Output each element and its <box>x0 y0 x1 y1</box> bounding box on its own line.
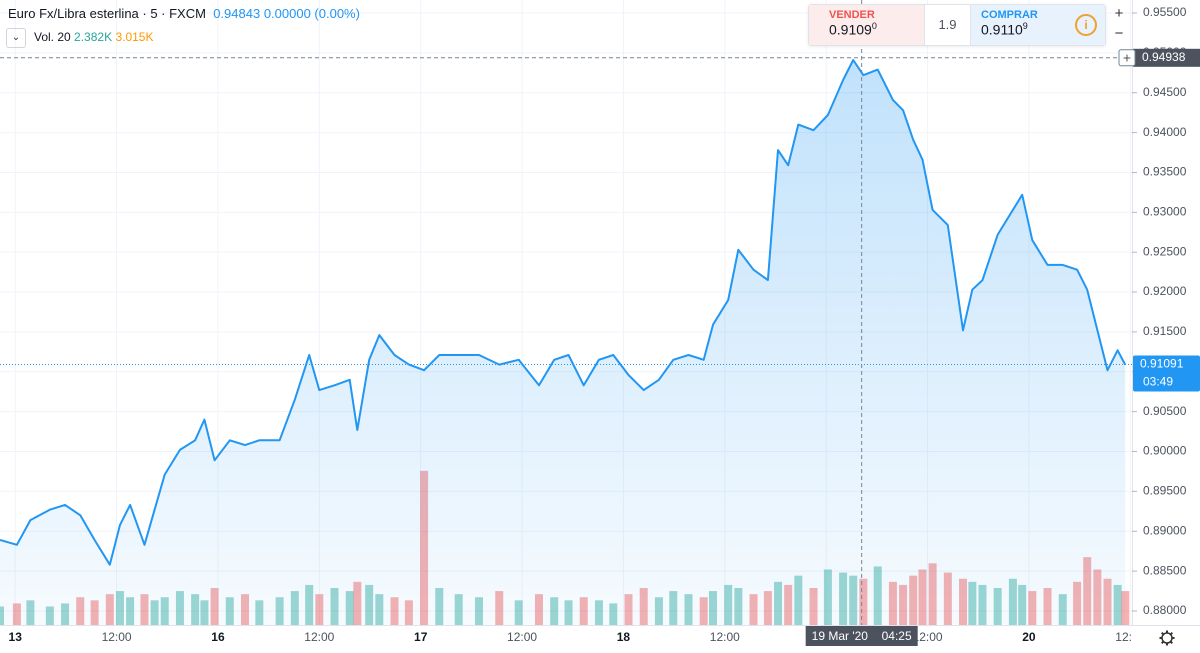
y-tick-label: 0.89500 <box>1143 484 1187 498</box>
y-tick-label: 0.91500 <box>1143 324 1187 338</box>
x-tick-label: 18 <box>617 630 631 644</box>
y-tick-label: 0.94500 <box>1143 85 1187 99</box>
crosshair-plus <box>1118 49 1136 67</box>
y-tick-label: 0.90500 <box>1143 404 1187 418</box>
last-price-badge <box>1133 355 1200 392</box>
gear-tooth <box>1160 631 1165 636</box>
last-price-label: 0.91091 <box>1140 357 1184 371</box>
spread: 1.9 <box>924 5 971 45</box>
crosshair-date-label: 19 Mar '20 <box>812 629 869 643</box>
collapse-button[interactable]: ⌄ <box>6 28 26 48</box>
gear-tooth <box>1169 640 1174 645</box>
crosshair-plus-icon: + <box>1123 50 1131 66</box>
price-axis <box>1132 0 1200 653</box>
x-tick-label: 12:00 <box>1115 630 1145 644</box>
settings-button[interactable] <box>1159 630 1175 646</box>
y-tick-label: 0.94000 <box>1143 125 1187 139</box>
change: 0.00000 (0.00%) <box>263 6 360 21</box>
x-tick-label: 13 <box>9 630 23 644</box>
crosshair-time-label: 04:25 <box>882 629 912 643</box>
buy-label: COMPRAR <box>981 9 1038 21</box>
y-tick-label: 0.93000 <box>1143 204 1187 218</box>
time-axis: 1312:001612:001712:001812:001912:002012:… <box>9 630 1145 644</box>
buy-pip: 9 <box>1022 21 1028 31</box>
x-tick-label: 12:00 <box>507 630 537 644</box>
gear-tooth <box>1169 631 1174 636</box>
volume-ma-value: 3.015K <box>115 30 154 44</box>
volume-value: 2.382K <box>74 30 113 44</box>
x-tick-label: 12:00 <box>710 630 740 644</box>
x-tick-label: 20 <box>1022 630 1036 644</box>
x-tick-label: 12:00 <box>102 630 132 644</box>
x-tick-label: 17 <box>414 630 428 644</box>
y-tick-label: 0.95500 <box>1143 5 1187 19</box>
price-line <box>0 59 1127 566</box>
y-tick-label: 0.89000 <box>1143 523 1187 537</box>
gear-tooth <box>1160 640 1165 645</box>
info-button[interactable]: i <box>1075 14 1097 36</box>
crosshair-price-label: 0.94938 <box>1142 50 1186 64</box>
buy-button[interactable]: COMPRAR 0.91109 i <box>971 5 1105 45</box>
y-tick-label: 0.90000 <box>1143 444 1187 458</box>
y-tick-label: 0.88500 <box>1143 563 1187 577</box>
y-tick-label: 0.88000 <box>1143 603 1187 617</box>
x-tick-label: 12:00 <box>304 630 334 644</box>
sell-price: 0.9109 <box>829 21 872 38</box>
y-tick-label: 0.92000 <box>1143 284 1187 298</box>
sell-button[interactable]: VENDER 0.91090 <box>809 5 924 45</box>
trade-panel: VENDER 0.91090 1.9 COMPRAR 0.91109 i <box>808 4 1106 46</box>
crosshair-time-badge <box>805 626 918 646</box>
x-tick-label: 16 <box>211 630 225 644</box>
buy-price: 0.9110 <box>981 21 1023 38</box>
volume-label: Vol. 20 <box>34 30 71 44</box>
volume-bar <box>1121 591 1130 625</box>
crosshair-price-badge <box>1133 48 1200 67</box>
price-area <box>0 60 1126 625</box>
last-price: 0.94843 <box>213 6 261 21</box>
quantity-stepper[interactable]: + − <box>1114 5 1124 42</box>
x-tick-label: 12:00 <box>913 630 943 644</box>
y-tick-label: 0.92500 <box>1143 244 1187 258</box>
sell-pip: 0 <box>871 21 877 31</box>
countdown-label: 03:49 <box>1143 375 1173 389</box>
sell-label: VENDER <box>829 9 875 21</box>
y-tick-label: 0.93500 <box>1143 165 1187 179</box>
legend-header: Euro Fx/Libra esterlina · 5 · FXCM 0.948… <box>8 6 360 21</box>
plot <box>0 59 1130 625</box>
volume-legend: Vol. 20 2.382K 3.015K <box>34 30 153 44</box>
symbol: Euro Fx/Libra esterlina · 5 · FXCM <box>8 6 206 21</box>
